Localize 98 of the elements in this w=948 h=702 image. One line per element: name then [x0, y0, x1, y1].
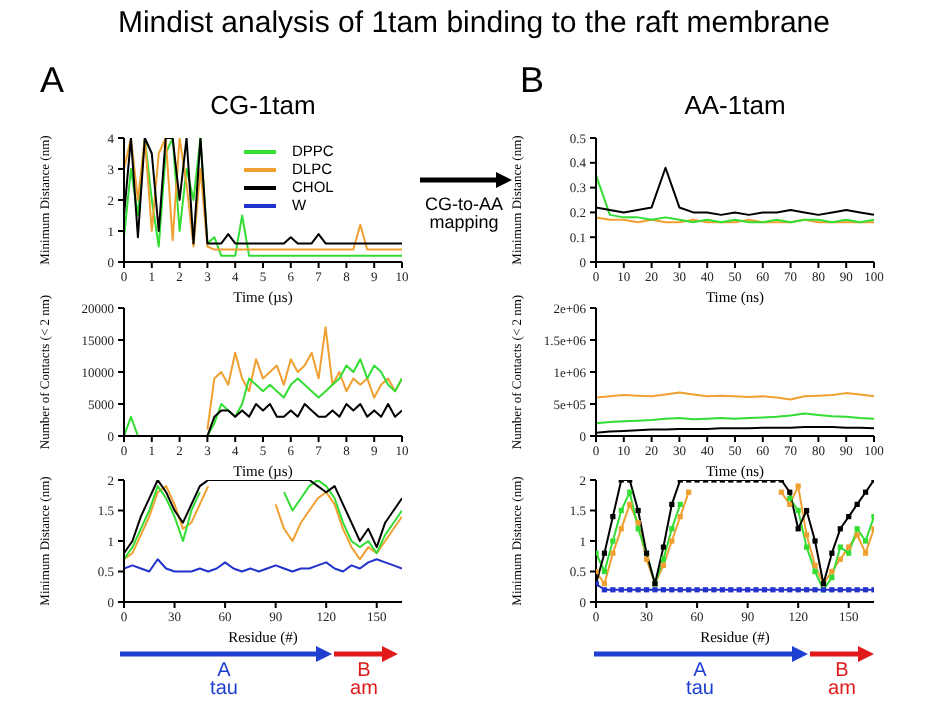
- point: [787, 587, 793, 593]
- point: [694, 587, 700, 593]
- point: [854, 501, 860, 507]
- point: [846, 544, 852, 550]
- point: [618, 587, 624, 593]
- point: [627, 587, 633, 593]
- point: [728, 587, 734, 593]
- point: [795, 483, 801, 489]
- point: [601, 550, 608, 556]
- point: [627, 489, 633, 495]
- point: [643, 587, 650, 593]
- point: [804, 507, 810, 514]
- line-series: [124, 558, 402, 573]
- point: [660, 556, 666, 562]
- point: [862, 587, 869, 593]
- point: [660, 544, 666, 550]
- point: [778, 587, 784, 593]
- point: [711, 587, 717, 593]
- point: [635, 526, 641, 532]
- point: [761, 587, 768, 593]
- point: [804, 587, 810, 593]
- point: [669, 587, 675, 593]
- point: [677, 501, 683, 507]
- point: [804, 532, 810, 538]
- point: [854, 587, 860, 593]
- point: [804, 544, 810, 550]
- text: A: [217, 660, 231, 682]
- point: [854, 532, 860, 538]
- point: [601, 587, 608, 593]
- point: [862, 538, 869, 544]
- point: [846, 514, 852, 520]
- point: [787, 489, 793, 495]
- point: [795, 587, 801, 593]
- point: [736, 587, 742, 593]
- point: [829, 568, 835, 575]
- point: [610, 550, 616, 556]
- text: tau: [684, 678, 716, 700]
- point: [770, 587, 776, 593]
- point: [702, 587, 709, 593]
- text: B: [355, 660, 373, 682]
- point: [846, 587, 852, 593]
- text: am: [348, 678, 380, 700]
- point: [601, 568, 608, 575]
- point: [745, 587, 751, 593]
- point: [829, 550, 835, 556]
- point: [854, 526, 860, 532]
- text: am: [826, 678, 858, 700]
- point: [669, 501, 675, 507]
- point: [635, 507, 641, 514]
- point: [812, 568, 818, 575]
- point: [669, 526, 675, 532]
- point: [618, 526, 624, 532]
- point: [862, 550, 869, 556]
- point: [837, 587, 843, 593]
- text: B: [517, 60, 546, 102]
- text: B: [833, 660, 851, 682]
- point: [635, 587, 641, 593]
- point: [812, 538, 818, 544]
- point: [601, 581, 608, 587]
- point: [618, 507, 624, 514]
- point: [635, 520, 641, 526]
- text: A: [37, 60, 66, 102]
- point: [753, 587, 759, 593]
- point: [787, 495, 793, 501]
- point: [829, 587, 835, 593]
- point: [610, 587, 616, 593]
- point: [669, 538, 675, 544]
- chart-title: CG-1tam: [208, 90, 318, 120]
- point: [795, 526, 801, 532]
- point: [643, 556, 650, 562]
- point: [795, 507, 801, 514]
- point: [686, 587, 692, 593]
- point: [837, 556, 843, 562]
- text: A: [693, 660, 707, 682]
- text: CG-to-AA mapping: [422, 193, 505, 235]
- point: [660, 587, 666, 593]
- point: [677, 587, 683, 593]
- point: [812, 587, 818, 593]
- line-series: [596, 174, 874, 224]
- point: [829, 575, 835, 581]
- point: [837, 526, 843, 532]
- point: [686, 489, 692, 495]
- point: [846, 550, 852, 556]
- point: [610, 538, 616, 544]
- point: [778, 489, 784, 495]
- point: [610, 514, 616, 520]
- chart-title: AA-1tam: [682, 90, 788, 120]
- text: tau: [208, 678, 240, 700]
- text: Mindist analysis of 1tam binding to the raft membrane: [115, 5, 832, 40]
- point: [652, 587, 658, 593]
- point: [719, 587, 725, 593]
- point: [837, 544, 843, 550]
- point: [677, 514, 683, 520]
- point: [862, 489, 869, 495]
- point: [660, 562, 666, 568]
- point: [627, 501, 633, 507]
- point: [787, 501, 793, 507]
- point: [812, 562, 818, 568]
